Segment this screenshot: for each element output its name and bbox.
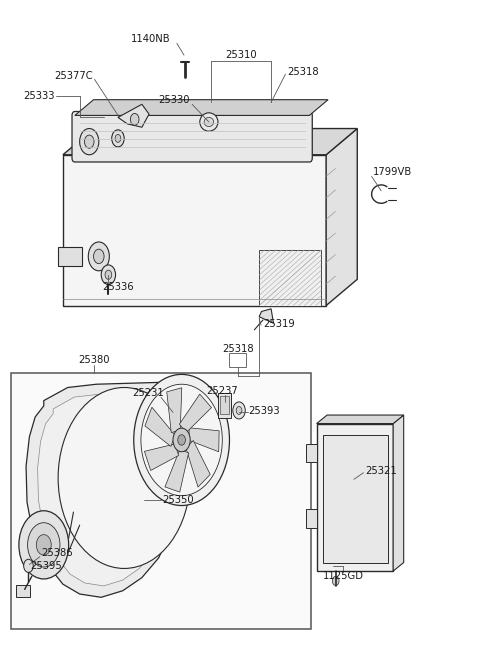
Circle shape (105, 270, 112, 279)
Polygon shape (165, 449, 189, 492)
Polygon shape (259, 250, 322, 306)
Bar (11, 373, 311, 629)
Polygon shape (75, 100, 328, 116)
Polygon shape (145, 407, 175, 447)
Text: 1140NB: 1140NB (131, 34, 170, 44)
Text: 25310: 25310 (225, 50, 257, 60)
Polygon shape (189, 428, 219, 452)
Polygon shape (167, 388, 182, 432)
Circle shape (27, 523, 60, 567)
Circle shape (80, 129, 99, 155)
Circle shape (19, 510, 69, 579)
Circle shape (84, 135, 94, 148)
Text: 25333: 25333 (23, 91, 54, 101)
Circle shape (236, 407, 242, 415)
Polygon shape (37, 392, 210, 586)
Text: 25336: 25336 (102, 282, 134, 292)
Bar (306, 444, 317, 463)
Bar (58, 246, 82, 266)
Circle shape (94, 249, 104, 263)
Bar (229, 353, 246, 367)
Polygon shape (63, 129, 357, 155)
Text: 25319: 25319 (263, 319, 295, 329)
Circle shape (24, 559, 33, 572)
Circle shape (115, 135, 121, 143)
Circle shape (173, 428, 190, 452)
FancyBboxPatch shape (72, 112, 312, 162)
Circle shape (332, 576, 339, 585)
Text: 1799VB: 1799VB (373, 168, 412, 177)
Polygon shape (317, 415, 404, 424)
Text: 25393: 25393 (249, 406, 280, 416)
Circle shape (36, 535, 51, 555)
Bar (218, 393, 231, 418)
Circle shape (131, 114, 139, 125)
Bar (16, 585, 30, 597)
Text: 25330: 25330 (158, 95, 190, 105)
Text: 25350: 25350 (162, 495, 194, 505)
Ellipse shape (200, 113, 218, 131)
Circle shape (233, 402, 245, 419)
Text: 25395: 25395 (30, 561, 62, 571)
Text: 25237: 25237 (206, 386, 238, 396)
Text: 1125GD: 1125GD (323, 572, 364, 581)
Polygon shape (26, 382, 222, 597)
Circle shape (178, 435, 185, 445)
Circle shape (101, 265, 116, 284)
Polygon shape (186, 440, 210, 487)
Bar (306, 509, 317, 528)
Bar (323, 436, 388, 563)
Circle shape (58, 388, 190, 568)
Text: 25318: 25318 (222, 344, 253, 355)
Bar (220, 396, 229, 415)
Circle shape (134, 374, 229, 505)
Text: 25377C: 25377C (54, 71, 93, 81)
Text: 25321: 25321 (365, 466, 397, 476)
Polygon shape (393, 415, 404, 571)
Text: 25380: 25380 (78, 355, 110, 365)
Text: 25231: 25231 (132, 388, 164, 397)
Polygon shape (259, 309, 274, 323)
Ellipse shape (204, 118, 214, 127)
Circle shape (88, 242, 109, 271)
Circle shape (112, 130, 124, 147)
Polygon shape (118, 104, 149, 127)
Polygon shape (144, 444, 179, 470)
Text: 25386: 25386 (41, 548, 73, 558)
Bar (317, 424, 393, 571)
Polygon shape (180, 394, 212, 432)
Polygon shape (63, 155, 326, 306)
Circle shape (141, 384, 222, 495)
Text: 25318: 25318 (287, 66, 319, 76)
Polygon shape (326, 129, 357, 306)
